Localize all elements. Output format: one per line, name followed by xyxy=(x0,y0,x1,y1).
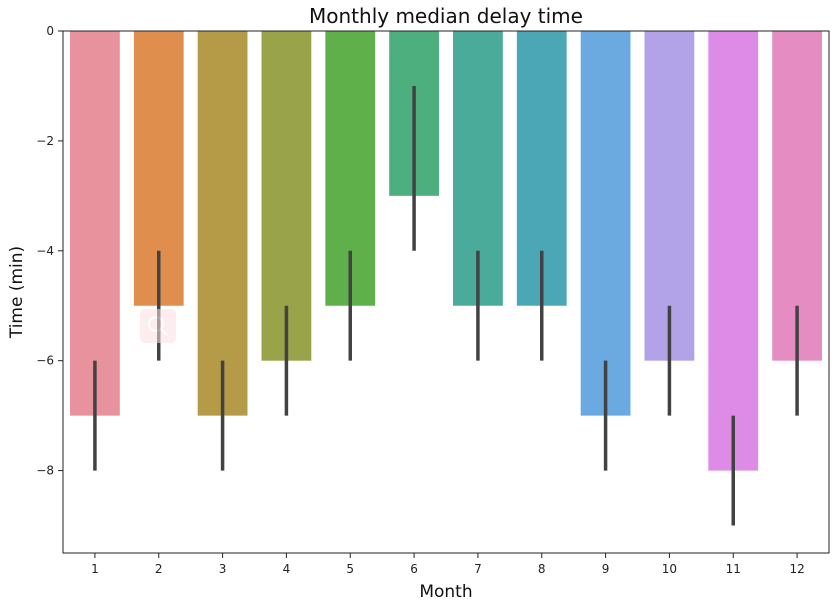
y-axis-label: Time (min) xyxy=(7,246,27,339)
y-tick-label: 0 xyxy=(46,24,54,38)
y-tick-label: −6 xyxy=(36,354,54,368)
zoom-icon[interactable] xyxy=(140,309,176,343)
chart-title: Monthly median delay time xyxy=(309,4,583,28)
x-tick-label: 8 xyxy=(538,562,546,576)
x-axis-label: Month xyxy=(419,582,472,602)
y-axis-ticks: 0 −2 −4 −6 −8 xyxy=(36,24,63,478)
y-tick-label: −2 xyxy=(36,134,54,148)
x-tick-label: 1 xyxy=(91,562,99,576)
bar-month-9 xyxy=(580,31,631,416)
y-tick-label: −8 xyxy=(36,464,54,478)
bar-month-11 xyxy=(708,31,759,471)
x-tick-label: 6 xyxy=(410,562,418,576)
x-tick-label: 11 xyxy=(726,562,741,576)
bars-group xyxy=(70,31,822,471)
x-tick-label: 12 xyxy=(789,562,804,576)
y-tick-label: −4 xyxy=(36,244,54,258)
bar-month-1 xyxy=(70,31,120,416)
x-tick-label: 3 xyxy=(219,562,227,576)
x-tick-label: 5 xyxy=(346,562,354,576)
bar-month-3 xyxy=(197,31,248,416)
x-tick-label: 10 xyxy=(662,562,677,576)
x-tick-label: 7 xyxy=(474,562,482,576)
x-tick-label: 2 xyxy=(155,562,163,576)
plot-frame xyxy=(62,30,830,554)
x-tick-label: 4 xyxy=(283,562,291,576)
x-tick-label: 9 xyxy=(602,562,610,576)
x-axis-ticks: 1 2 3 4 5 6 7 8 9 10 11 12 xyxy=(91,553,805,576)
error-bars-group xyxy=(93,85,799,526)
